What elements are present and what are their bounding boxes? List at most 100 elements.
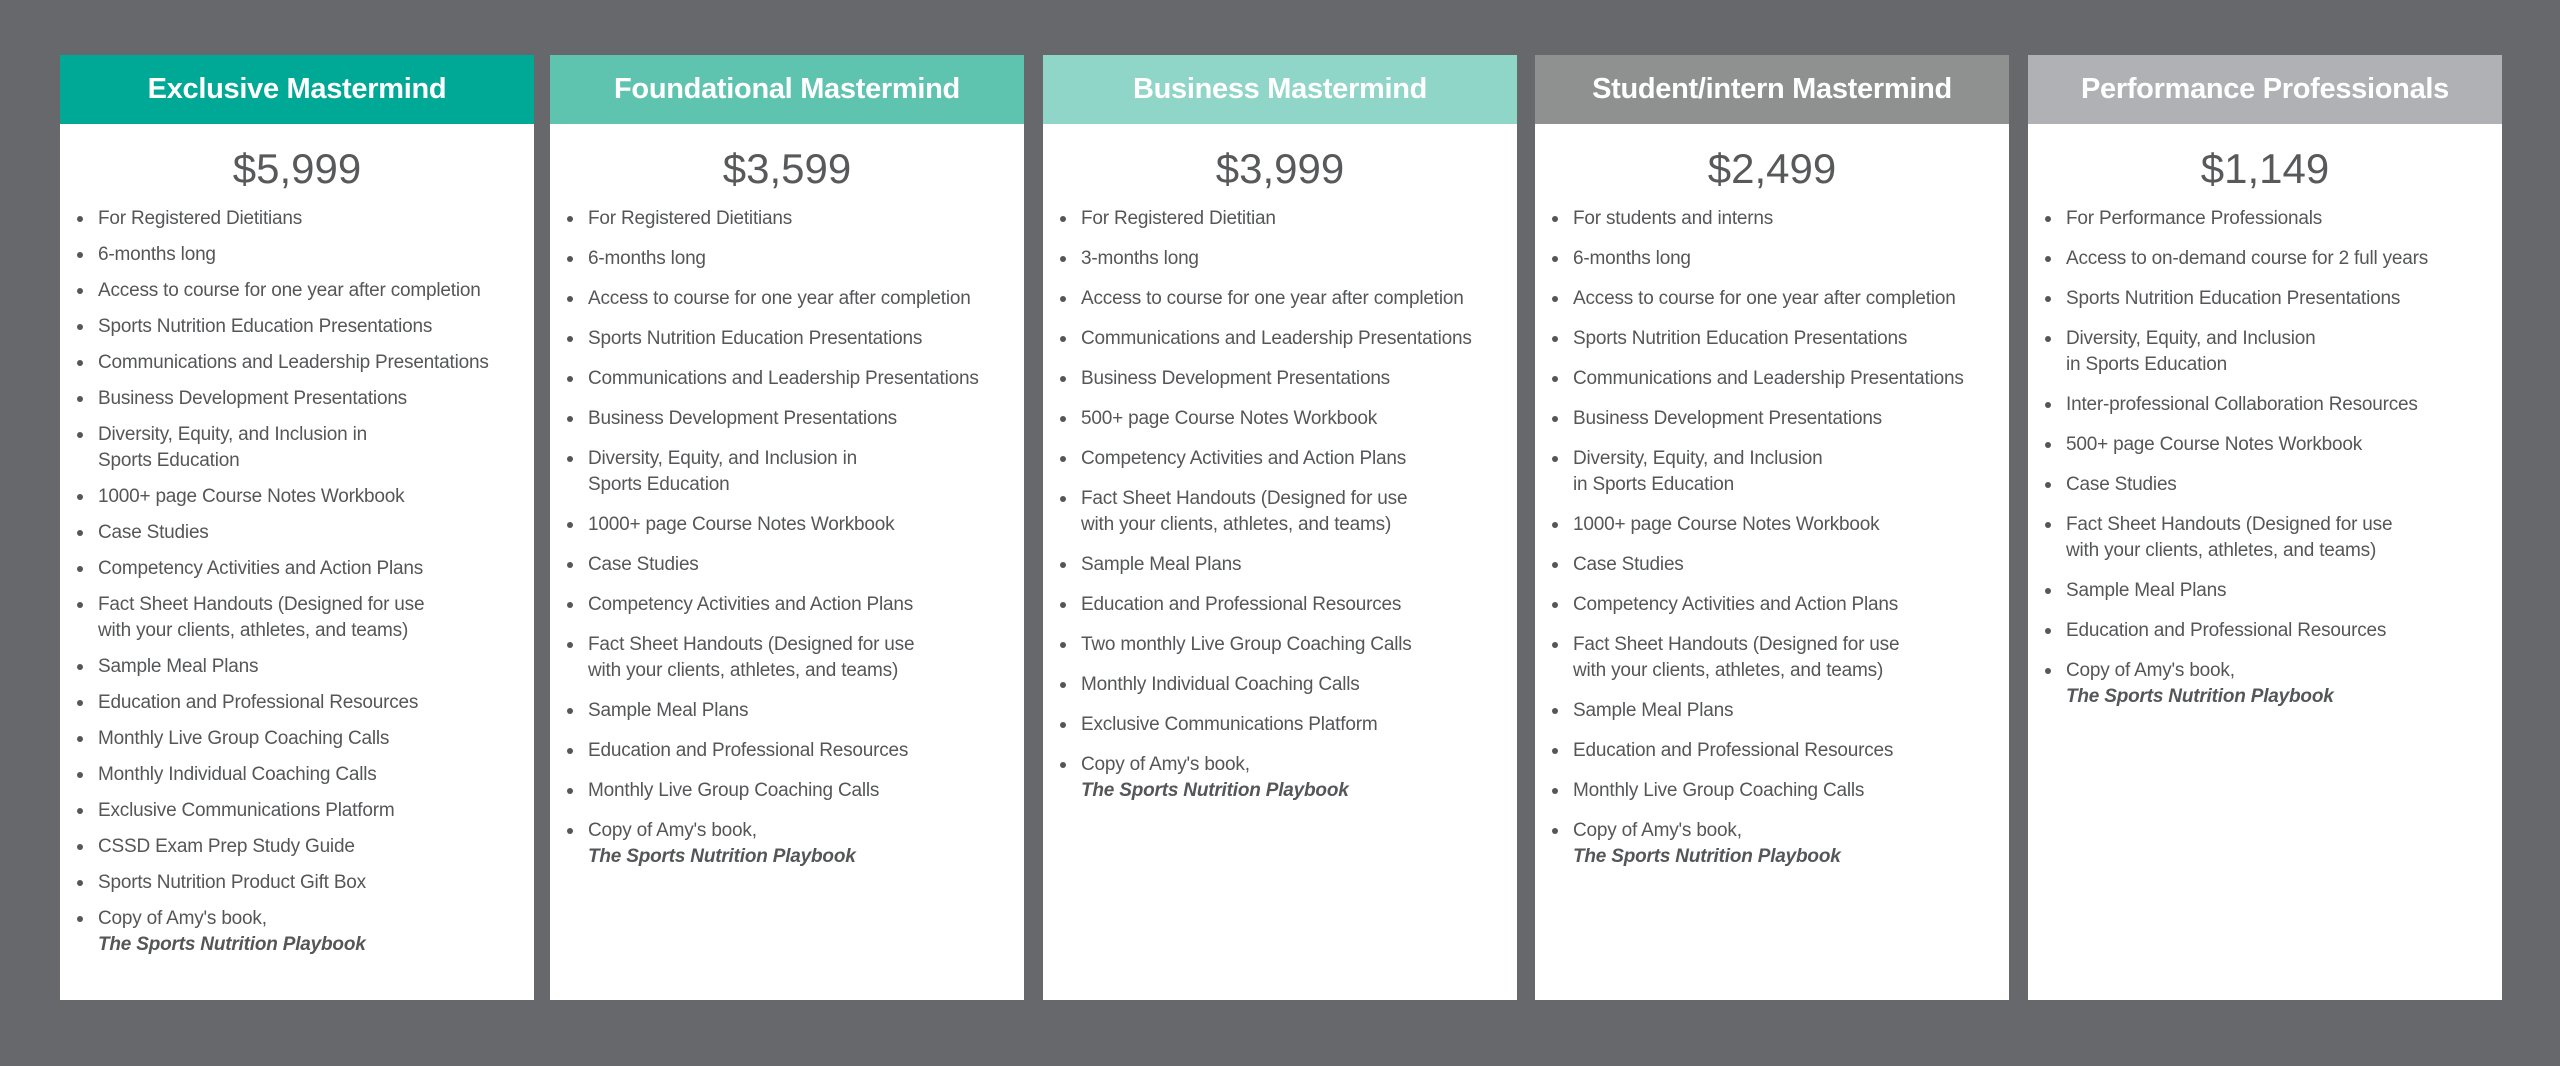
feature-item: Access to course for one year after comp…: [567, 286, 1024, 312]
feature-text: Education and Professional Resources: [588, 740, 909, 761]
feature-item: Sports Nutrition Education Presentations: [567, 326, 1024, 352]
feature-item: Fact Sheet Handouts (Designed for use wi…: [567, 632, 1024, 684]
feature-text: Case Studies: [1573, 554, 1684, 575]
feature-text: 6-months long: [1573, 248, 1691, 269]
feature-text: Fact Sheet Handouts (Designed for use wi…: [98, 594, 425, 641]
feature-text: Diversity, Equity, and Inclusion in Spor…: [2066, 328, 2316, 375]
feature-item: Business Development Presentations: [77, 386, 534, 412]
feature-text: Communications and Leadership Presentati…: [1081, 328, 1472, 349]
feature-text: 3-months long: [1081, 248, 1199, 269]
feature-text: Access to course for one year after comp…: [98, 280, 481, 301]
feature-item: Communications and Leadership Presentati…: [1060, 326, 1517, 352]
feature-text: For Registered Dietitians: [588, 208, 793, 229]
feature-item: Competency Activities and Action Plans: [1552, 592, 2009, 618]
feature-item: Communications and Leadership Presentati…: [77, 350, 534, 376]
feature-text: Monthly Live Group Coaching Calls: [98, 728, 390, 749]
plan-price: $3,999: [1215, 145, 1345, 192]
book-line: Copy of Amy's book,: [98, 908, 267, 929]
feature-item: Business Development Presentations: [1060, 366, 1517, 392]
book-title: The Sports Nutrition Playbook: [1081, 780, 1349, 801]
feature-item: Education and Professional Resources: [1552, 738, 2009, 764]
book-title: The Sports Nutrition Playbook: [98, 934, 366, 955]
feature-text: Sample Meal Plans: [98, 656, 259, 677]
feature-text: Competency Activities and Action Plans: [98, 558, 424, 579]
plan-title: Business Mastermind: [1043, 55, 1517, 124]
feature-text: Fact Sheet Handouts (Designed for use wi…: [1081, 488, 1408, 535]
feature-text: Fact Sheet Handouts (Designed for use wi…: [588, 634, 915, 681]
feature-item: For Performance Professionals: [2045, 206, 2502, 232]
feature-text: 1000+ page Course Notes Workbook: [98, 486, 405, 507]
feature-item: Monthly Live Group Coaching Calls: [77, 726, 534, 752]
feature-item-book: Copy of Amy's book, The Sports Nutrition …: [1552, 818, 2009, 870]
feature-item: Communications and Leadership Presentati…: [567, 366, 1024, 392]
feature-text: Sports Nutrition Education Presentations: [588, 328, 923, 349]
feature-item: 500+ page Course Notes Workbook: [2045, 432, 2502, 458]
feature-item: For Registered Dietitians: [77, 206, 534, 232]
feature-item: 3-months long: [1060, 246, 1517, 272]
feature-text: 6-months long: [588, 248, 706, 269]
feature-text: Two monthly Live Group Coaching Calls: [1081, 634, 1412, 655]
feature-list: For students and interns 6-months long Acc…: [1535, 206, 2009, 870]
feature-item: Education and Professional Resources: [77, 690, 534, 716]
feature-item: Sports Nutrition Education Presentations: [1552, 326, 2009, 352]
feature-item: 1000+ page Course Notes Workbook: [77, 484, 534, 510]
feature-item: Case Studies: [1552, 552, 2009, 578]
feature-item: Case Studies: [77, 520, 534, 546]
feature-item: 500+ page Course Notes Workbook: [1060, 406, 1517, 432]
feature-list: For Registered Dietitians 6-months long Ac…: [550, 206, 1024, 870]
feature-item: Communications and Leadership Presentati…: [1552, 366, 2009, 392]
feature-item: 6-months long: [567, 246, 1024, 272]
feature-item-book: Copy of Amy's book, The Sports Nutrition …: [2045, 658, 2502, 710]
feature-text: Monthly Individual Coaching Calls: [98, 764, 377, 785]
feature-text: Education and Professional Resources: [2066, 620, 2387, 641]
feature-item: Education and Professional Resources: [2045, 618, 2502, 644]
feature-item: Case Studies: [567, 552, 1024, 578]
feature-item: Sports Nutrition Education Presentations: [2045, 286, 2502, 312]
book-line: Copy of Amy's book,: [2066, 660, 2235, 681]
feature-item-book: Copy of Amy's book, The Sports Nutrition …: [567, 818, 1024, 870]
feature-item: For Registered Dietitians: [567, 206, 1024, 232]
feature-item: CSSD Exam Prep Study Guide: [77, 834, 534, 860]
feature-item: Sports Nutrition Product Gift Box: [77, 870, 534, 896]
book-line: Copy of Amy's book,: [1573, 820, 1742, 841]
feature-text: Sports Nutrition Product Gift Box: [98, 872, 366, 893]
feature-item-book: Copy of Amy's book, The Sports Nutrition …: [1060, 752, 1517, 804]
feature-item: Fact Sheet Handouts (Designed for use wi…: [77, 592, 534, 644]
feature-text: Inter-professional Collaboration Resourc…: [2066, 394, 2418, 415]
feature-item: Sample Meal Plans: [567, 698, 1024, 724]
feature-text: Diversity, Equity, and Inclusion in Spor…: [1573, 448, 1823, 495]
feature-item: Monthly Live Group Coaching Calls: [1552, 778, 2009, 804]
plan-title: Student/intern Mastermind: [1535, 55, 2009, 124]
feature-text: For Registered Dietitians: [98, 208, 303, 229]
plan-card: Student/intern Mastermind $2,499 For stud…: [1535, 55, 2009, 1000]
feature-item: Sample Meal Plans: [1552, 698, 2009, 724]
feature-text: 1000+ page Course Notes Workbook: [1573, 514, 1880, 535]
feature-text: Communications and Leadership Presentati…: [1573, 368, 1964, 389]
feature-list: For Registered Dietitians 6-months long Ac…: [60, 206, 534, 958]
plan-card: Exclusive Mastermind $5,999 For Registere…: [60, 55, 534, 1000]
book-line: Copy of Amy's book,: [588, 820, 757, 841]
plan-card: Foundational Mastermind $3,599 For Regist…: [550, 55, 1024, 1000]
feature-item: Diversity, Equity, and Inclusion in Spor…: [77, 422, 534, 474]
feature-text: Case Studies: [2066, 474, 2177, 495]
feature-item: Sports Nutrition Education Presentations: [77, 314, 534, 340]
feature-text: Sample Meal Plans: [2066, 580, 2227, 601]
feature-item: For Registered Dietitian: [1060, 206, 1517, 232]
feature-text: Sample Meal Plans: [588, 700, 749, 721]
feature-text: Fact Sheet Handouts (Designed for use wi…: [1573, 634, 1900, 681]
feature-text: Business Development Presentations: [588, 408, 897, 429]
feature-item-book: Copy of Amy's book, The Sports Nutrition …: [77, 906, 534, 958]
feature-text: Access to course for one year after comp…: [1081, 288, 1464, 309]
feature-item: Competency Activities and Action Plans: [567, 592, 1024, 618]
feature-item: Competency Activities and Action Plans: [1060, 446, 1517, 472]
feature-item: For students and interns: [1552, 206, 2009, 232]
feature-item: 1000+ page Course Notes Workbook: [1552, 512, 2009, 538]
feature-item: Access to course for one year after comp…: [77, 278, 534, 304]
feature-text: 6-months long: [98, 244, 216, 265]
book-line: Copy of Amy's book,: [1081, 754, 1250, 775]
feature-text: Fact Sheet Handouts (Designed for use wi…: [2066, 514, 2393, 561]
feature-item: Competency Activities and Action Plans: [77, 556, 534, 582]
feature-item: 1000+ page Course Notes Workbook: [567, 512, 1024, 538]
feature-text: Communications and Leadership Presentati…: [98, 352, 489, 373]
feature-text: Business Development Presentations: [1081, 368, 1390, 389]
